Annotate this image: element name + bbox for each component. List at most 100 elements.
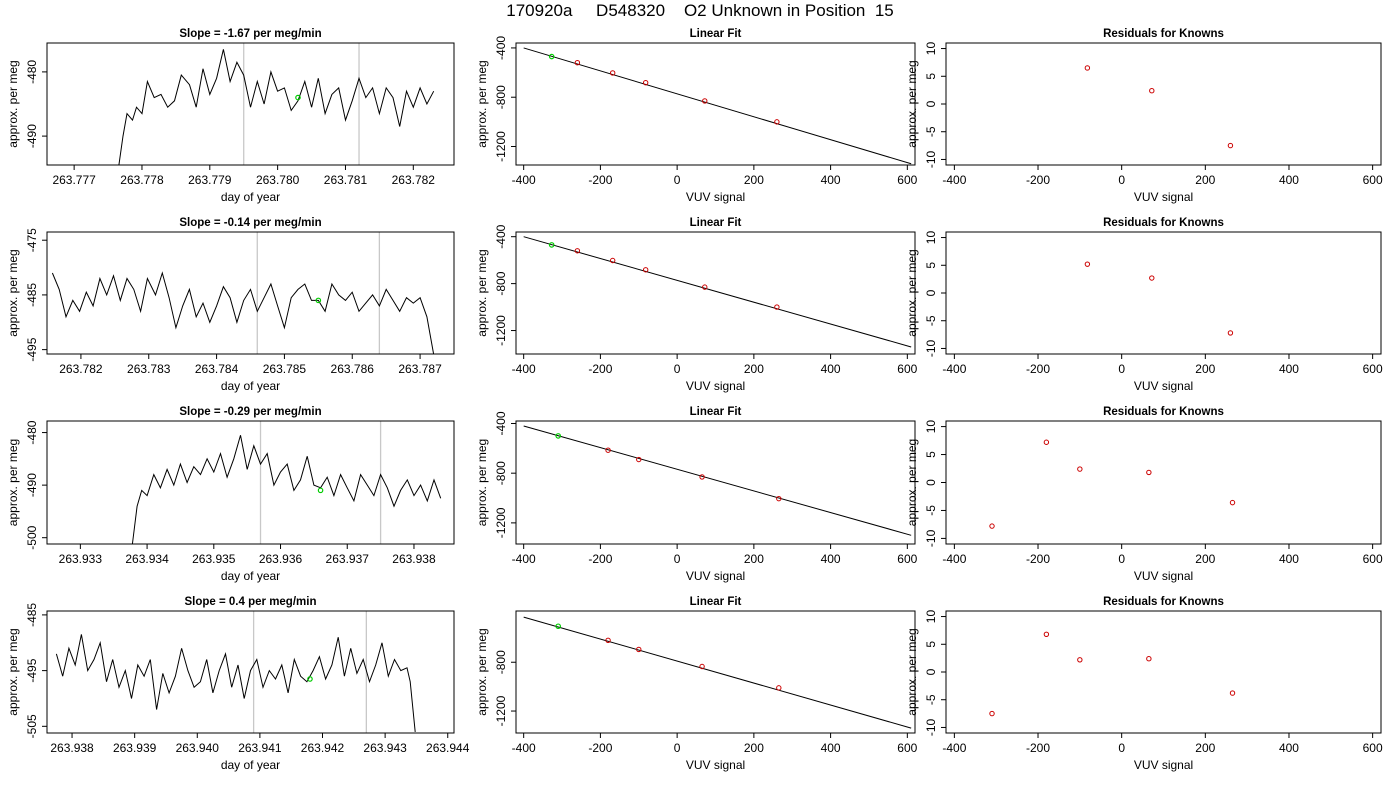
known-point [699, 663, 705, 670]
y-tick-label: -10 [924, 529, 938, 547]
x-tick-label: -400 [512, 741, 536, 755]
known-point [1146, 655, 1152, 662]
plot-frame [515, 42, 916, 166]
x-tick-label: 263.937 [326, 552, 370, 566]
x-tick-label: 400 [1279, 552, 1299, 566]
y-tick-label: 10 [924, 231, 938, 245]
x-tick-label: -400 [512, 362, 536, 376]
x-axis-label: VUV signal [1134, 190, 1193, 204]
panel-linearfit-2: Linear Fit -400 -200 0 200 400 600 -400 -800 -120… [475, 217, 918, 393]
plot-frame [46, 420, 455, 545]
unknown-point [315, 297, 322, 304]
known-point [1227, 330, 1234, 336]
plot-frame [945, 42, 1382, 166]
y-tick-label: -480 [25, 420, 39, 444]
panel-residuals-4: Residuals for Knowns -400 -200 0 200 400 600 10… [905, 596, 1383, 772]
x-tick-label: -400 [942, 362, 966, 376]
x-tick-label: 600 [897, 552, 917, 566]
y-tick-label: -1200 [494, 315, 508, 346]
y-tick-label: 0 [924, 289, 938, 296]
known-point [609, 70, 616, 76]
y-axis-label: approx. per meg [6, 60, 20, 147]
x-tick-label: 200 [1195, 362, 1215, 376]
known-point [1149, 275, 1155, 281]
known-point [574, 248, 581, 254]
x-tick-label: 600 [897, 173, 917, 187]
plot-frame [515, 420, 916, 545]
known-point [989, 710, 995, 717]
y-tick-label: 10 [924, 42, 938, 56]
known-point [1077, 657, 1083, 663]
x-tick-label: 263.777 [52, 173, 96, 187]
x-tick-label: 263.936 [259, 552, 303, 566]
x-tick-label: -200 [588, 173, 612, 187]
panel-title: Slope = -0.14 per meg/min [179, 217, 321, 229]
known-point [774, 304, 780, 310]
x-tick-label: 263.782 [59, 362, 103, 376]
y-axis-label: approx. per meg [6, 439, 20, 526]
known-point [605, 447, 611, 453]
plot-frame [46, 231, 455, 355]
y-tick-label: -490 [25, 473, 39, 497]
x-tick-label: 263.941 [238, 741, 282, 755]
x-tick-label: 600 [897, 741, 917, 755]
y-tick-label: 10 [924, 420, 938, 434]
x-tick-label: 600 [1363, 552, 1383, 566]
x-tick-label: 600 [897, 362, 917, 376]
x-tick-label: 263.784 [195, 362, 239, 376]
x-tick-label: 200 [744, 362, 764, 376]
x-tick-label: 200 [744, 552, 764, 566]
x-tick-label: -400 [942, 741, 966, 755]
x-tick-label: -200 [1026, 362, 1050, 376]
y-tick-label: -485 [25, 603, 39, 627]
y-tick-label: 0 [924, 100, 938, 107]
panel-title: Linear Fit [690, 28, 742, 40]
panel-title: Residuals for Knowns [1103, 406, 1224, 418]
x-tick-label: 0 [674, 362, 681, 376]
known-point [1077, 466, 1083, 472]
x-tick-label: 400 [821, 173, 841, 187]
y-tick-label: -495 [25, 658, 39, 682]
plot-frame [945, 610, 1382, 734]
x-tick-label: 263.934 [125, 552, 169, 566]
y-tick-label: -10 [924, 150, 938, 168]
panel-residuals-3: Residuals for Knowns -400 -200 0 200 400 600 10… [905, 406, 1383, 583]
y-tick-label: -1200 [494, 507, 508, 538]
fit-line [523, 616, 912, 729]
unknown-point [548, 242, 555, 248]
x-axis-label: VUV signal [686, 569, 745, 583]
x-tick-label: 263.779 [188, 173, 232, 187]
x-tick-label: 0 [1118, 552, 1125, 566]
known-point [642, 267, 649, 273]
panel-residuals-2: Residuals for Knowns -400 -200 0 200 400 600 10… [905, 217, 1383, 393]
unknown-point [295, 94, 301, 101]
x-tick-label: 600 [1363, 741, 1383, 755]
y-axis-label: approx. per meg [475, 249, 489, 336]
x-tick-label: 400 [821, 741, 841, 755]
known-point [702, 284, 708, 290]
y-tick-label: -485 [25, 283, 39, 307]
y-tick-label: 5 [924, 451, 938, 458]
x-tick-label: 200 [744, 173, 764, 187]
known-point [609, 257, 616, 264]
y-tick-label: -5 [924, 126, 938, 137]
x-tick-label: 263.786 [331, 362, 375, 376]
panel-linearfit-4: Linear Fit -400 -200 0 200 400 600 -800 -1200 VUV… [475, 596, 918, 772]
x-axis-label: day of year [221, 379, 280, 393]
panel-title: Linear Fit [690, 406, 742, 418]
x-tick-label: 263.787 [398, 362, 442, 376]
x-tick-label: 263.782 [392, 173, 436, 187]
y-tick-label: -800 [494, 271, 508, 295]
panel-title: Residuals for Knowns [1103, 596, 1224, 608]
known-point [776, 495, 782, 502]
known-point [1227, 142, 1234, 149]
y-tick-label: -10 [924, 339, 938, 357]
page-title: 170920a D548320 O2 Unknown in Position 1… [506, 1, 894, 20]
y-tick-label: -800 [494, 650, 508, 674]
x-tick-label: 600 [1363, 173, 1383, 187]
x-tick-label: 200 [1195, 741, 1215, 755]
series-line [55, 634, 416, 732]
unknown-point [307, 676, 313, 682]
y-tick-label: -400 [494, 36, 508, 60]
y-tick-label: -490 [25, 124, 39, 148]
